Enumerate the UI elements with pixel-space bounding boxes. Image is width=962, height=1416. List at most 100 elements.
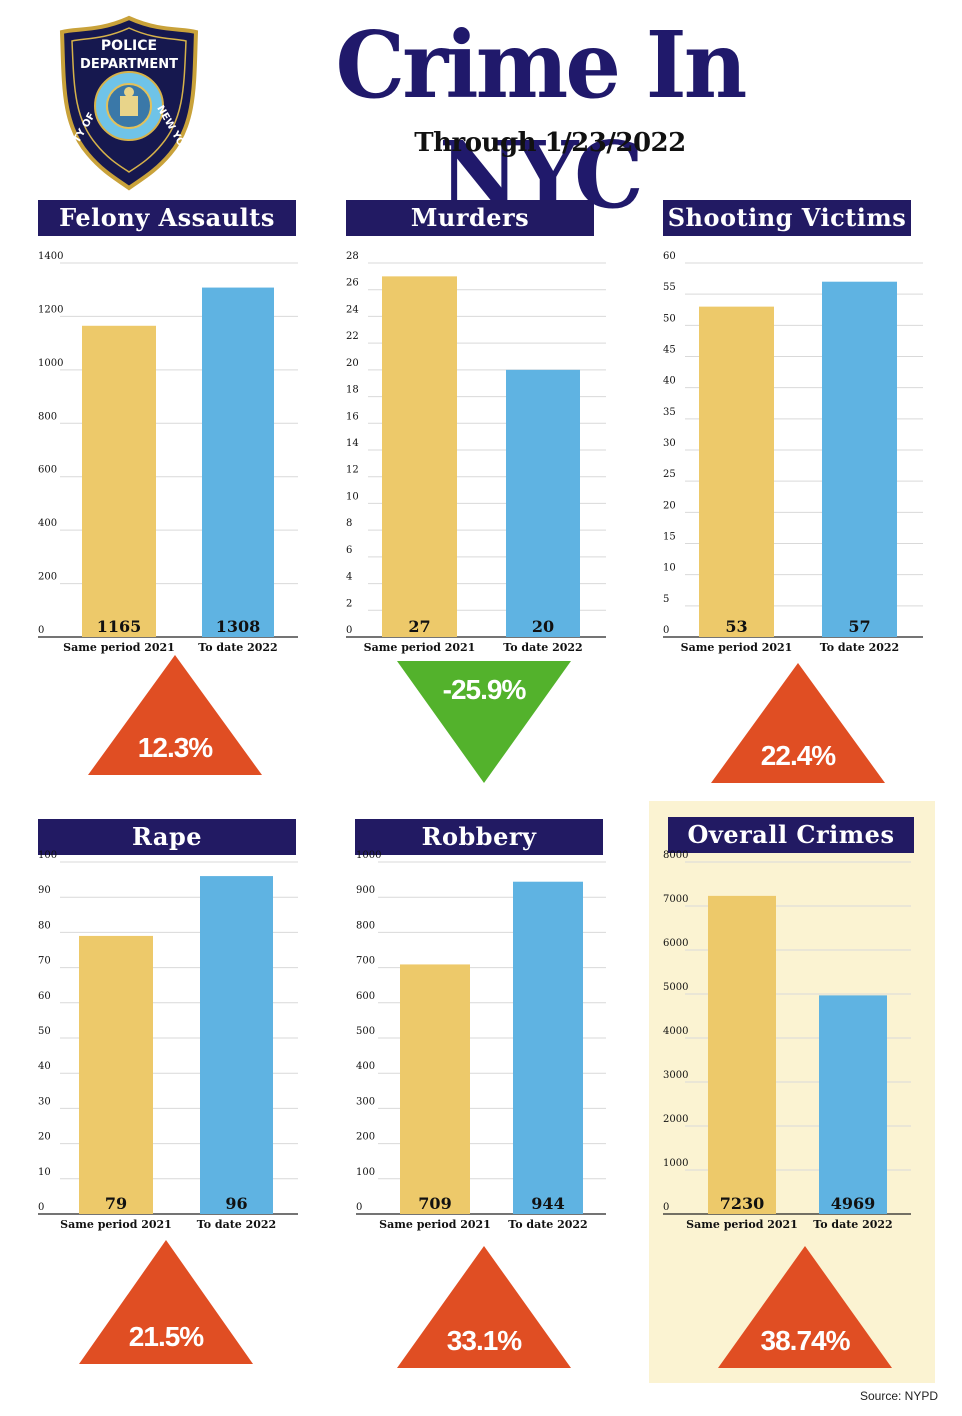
y-tick-label: 50 <box>38 1026 51 1037</box>
chart-felony-assaults: 0 200 400 600 800 1000 1200 1400 1165 Same period… <box>38 251 298 775</box>
y-tick-label: 400 <box>38 518 57 529</box>
y-tick-label: 40 <box>38 1061 51 1072</box>
panel-title-overall-crimes: Overall Crimes <box>668 817 914 853</box>
category-label: To date 2022 <box>813 1218 892 1231</box>
y-tick-label: 40 <box>663 376 676 387</box>
bar-2021 <box>699 306 774 637</box>
change-percent-label: -25.9% <box>443 674 527 705</box>
y-tick-label: 30 <box>38 1096 51 1107</box>
bar-value-label: 57 <box>848 617 870 636</box>
y-tick-label: 300 <box>356 1096 375 1107</box>
y-tick-label: 6000 <box>663 938 688 949</box>
y-tick-label: 12 <box>346 465 359 476</box>
y-tick-label: 26 <box>346 278 359 289</box>
y-tick-label: 70 <box>38 956 51 967</box>
y-tick-label: 60 <box>38 991 51 1002</box>
panel-title-shooting-victims: Shooting Victims <box>663 200 911 236</box>
panel-title-murders: Murders <box>346 200 594 236</box>
panel-title-rape: Rape <box>38 819 296 855</box>
y-tick-label: 20 <box>38 1132 51 1143</box>
chart-shooting-victims: 0 5 10 15 20 25 30 35 40 45 50 55 60 53 Same period 20… <box>663 251 923 783</box>
y-tick-label: 400 <box>356 1061 375 1072</box>
y-tick-label: 80 <box>38 920 51 931</box>
y-tick-label: 0 <box>356 1202 362 1213</box>
y-tick-label: 18 <box>346 385 359 396</box>
y-tick-label: 14 <box>346 438 359 449</box>
category-label: To date 2022 <box>197 1218 276 1231</box>
page-title: Crime In NYC <box>335 11 748 229</box>
y-tick-label: 55 <box>663 282 676 293</box>
y-tick-label: 1400 <box>38 251 63 262</box>
y-tick-label: 25 <box>663 469 676 480</box>
y-tick-label: 10 <box>346 491 359 502</box>
y-tick-label: 8 <box>346 518 352 529</box>
y-tick-label: 50 <box>663 313 676 324</box>
page-subtitle: Through 1/23/2022 <box>414 128 686 158</box>
y-tick-label: 15 <box>663 532 676 543</box>
y-tick-label: 500 <box>356 1026 375 1037</box>
y-tick-label: 0 <box>38 1202 44 1213</box>
y-tick-label: 4000 <box>663 1026 688 1037</box>
chart-rape: 0 10 20 30 40 50 60 70 80 90 100 79 Same period 2021… <box>38 850 298 1364</box>
y-tick-label: 3000 <box>663 1070 688 1081</box>
bar-value-label: 4969 <box>831 1194 876 1213</box>
bar-2022 <box>202 287 274 637</box>
bar-value-label: 79 <box>105 1194 127 1213</box>
y-tick-label: 30 <box>663 438 676 449</box>
y-tick-label: 7000 <box>663 894 688 905</box>
nypd-badge: POLICE DEPARTMENT CITY OF NEW YORK <box>59 15 199 191</box>
category-label: To date 2022 <box>820 641 899 654</box>
category-label: To date 2022 <box>503 641 582 654</box>
y-tick-label: 1000 <box>356 850 381 861</box>
y-tick-label: 35 <box>663 407 676 418</box>
y-tick-label: 1000 <box>38 358 63 369</box>
bar-value-label: 53 <box>725 617 747 636</box>
change-arrow-up <box>397 1246 571 1368</box>
bar-value-label: 27 <box>408 617 430 636</box>
y-tick-label: 10 <box>663 563 676 574</box>
y-tick-label: 90 <box>38 885 51 896</box>
bar-2021 <box>400 964 470 1214</box>
change-arrow-up <box>79 1240 253 1364</box>
y-tick-label: 0 <box>346 625 352 636</box>
category-label: Same period 2021 <box>681 641 793 654</box>
y-tick-label: 24 <box>346 304 359 315</box>
y-tick-label: 2000 <box>663 1114 688 1125</box>
bar-2021 <box>82 325 156 637</box>
y-tick-label: 100 <box>38 850 57 861</box>
y-tick-label: 6 <box>346 545 352 556</box>
y-tick-label: 5000 <box>663 982 688 993</box>
change-arrow-down <box>397 661 571 783</box>
source-note: Source: NYPD <box>859 1389 938 1403</box>
y-tick-label: 100 <box>356 1167 375 1178</box>
change-percent-label: 12.3% <box>138 732 213 763</box>
bar-2021 <box>79 935 153 1214</box>
change-percent-label: 21.5% <box>129 1321 204 1352</box>
y-tick-label: 1000 <box>663 1158 688 1169</box>
bar-value-label: 20 <box>532 617 554 636</box>
y-tick-label: 0 <box>663 625 669 636</box>
category-label: Same period 2021 <box>364 641 476 654</box>
bar-value-label: 1308 <box>216 617 261 636</box>
y-tick-label: 600 <box>356 991 375 1002</box>
bar-value-label: 96 <box>225 1194 247 1213</box>
bar-2022 <box>822 281 897 637</box>
change-arrow-up <box>88 655 262 775</box>
badge-mid-text: DEPARTMENT <box>80 57 178 72</box>
category-label: Same period 2021 <box>379 1218 491 1231</box>
y-tick-label: 600 <box>38 465 57 476</box>
y-tick-label: 0 <box>38 625 44 636</box>
change-percent-label: 38.74% <box>761 1325 851 1356</box>
panel-title-felony-assaults: Felony Assaults <box>38 200 296 236</box>
y-tick-label: 2 <box>346 598 352 609</box>
bar-2022 <box>513 881 583 1214</box>
bar-value-label: 944 <box>531 1194 564 1213</box>
y-tick-label: 20 <box>663 500 676 511</box>
y-tick-label: 800 <box>38 411 57 422</box>
category-label: To date 2022 <box>508 1218 587 1231</box>
category-label: Same period 2021 <box>63 641 175 654</box>
y-tick-label: 4 <box>346 572 352 583</box>
chart-overall-crimes: 0 1000 2000 3000 4000 5000 6000 7000 8000 7230 Sam… <box>663 850 911 1368</box>
y-tick-label: 8000 <box>663 850 688 861</box>
y-tick-label: 45 <box>663 345 676 356</box>
